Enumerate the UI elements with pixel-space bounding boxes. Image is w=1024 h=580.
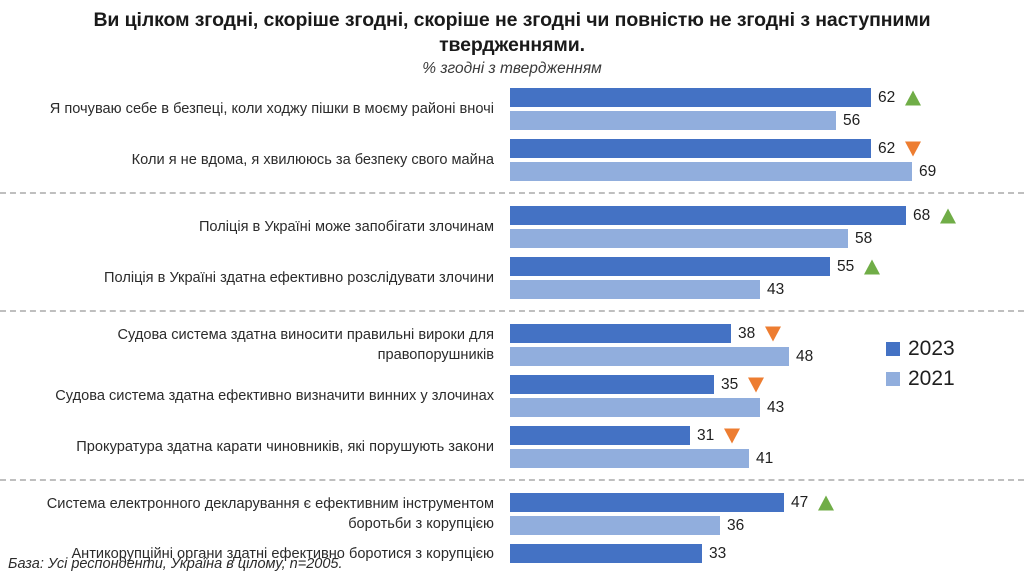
legend-label: 2023 (908, 337, 955, 360)
bar-2021[interactable] (510, 280, 760, 299)
row-category-label: Я почуваю себе в безпеці, коли ходжу піш… (49, 101, 494, 117)
legend-item-2023[interactable]: 2023 (886, 334, 955, 364)
chart-row: Поліція в Україні може запобігати злочин… (0, 206, 1024, 248)
chart-row: Антикорупційні органи здатні ефективно б… (0, 544, 1024, 563)
bar-2023[interactable] (510, 139, 871, 158)
legend-swatch-icon (886, 372, 900, 386)
row-category-label: Система електронного декларування є ефек… (46, 496, 494, 532)
chart-row: Я почуваю себе в безпеці, коли ходжу піш… (0, 88, 1024, 130)
increase-triangle-icon (818, 495, 834, 510)
bar-value-label: 43 (767, 280, 785, 298)
bar-value-label: 41 (756, 449, 774, 467)
bar-value-label: 56 (843, 111, 861, 129)
bar-value-label: 62 (878, 139, 896, 157)
bar-value-label: 55 (837, 257, 855, 275)
group-separator (0, 192, 1024, 194)
chart-footnote: База: Усі респонденти, Україна в цілому,… (8, 556, 343, 572)
bar-2021[interactable] (510, 449, 749, 468)
bar-2023[interactable] (510, 257, 830, 276)
bar-value-label: 47 (791, 493, 809, 511)
bar-value-label: 62 (878, 88, 896, 106)
bar-value-label: 38 (738, 324, 756, 342)
bar-2021[interactable] (510, 162, 912, 181)
bar-2021[interactable] (510, 229, 848, 248)
bar-2021[interactable] (510, 111, 836, 130)
bar-2023[interactable] (510, 544, 702, 563)
row-category-label: Поліція в Україні здатна ефективно розсл… (104, 270, 494, 286)
decrease-triangle-icon (748, 377, 764, 392)
bar-2021[interactable] (510, 347, 789, 366)
chart-legend: 2023 2021 (886, 334, 955, 394)
bar-value-label: 43 (767, 398, 785, 416)
bar-value-label: 58 (855, 229, 873, 247)
bar-2023[interactable] (510, 324, 731, 343)
chart-row: Прокуратура здатна карати чиновників, як… (0, 426, 1024, 468)
row-category-label: Коли я не вдома, я хвилююсь за безпеку с… (131, 152, 494, 168)
decrease-triangle-icon (765, 326, 781, 341)
group-separator (0, 310, 1024, 312)
row-category-label: Судова система здатна ефективно визначит… (55, 388, 494, 404)
row-category-label: Поліція в Україні може запобігати злочин… (198, 219, 494, 235)
bar-2023[interactable] (510, 375, 714, 394)
bar-value-label: 69 (919, 162, 937, 180)
bar-value-label: 68 (913, 206, 931, 224)
bar-value-label: 48 (796, 347, 814, 365)
increase-triangle-icon (864, 259, 880, 274)
chart-row: Судова система здатна ефективно визначит… (0, 375, 1024, 417)
decrease-triangle-icon (724, 428, 740, 443)
decrease-triangle-icon (905, 141, 921, 156)
legend-swatch-icon (886, 342, 900, 356)
bar-2021[interactable] (510, 516, 720, 535)
row-category-label: Судова система здатна виносити правильні… (117, 327, 494, 363)
bar-value-label: 31 (697, 426, 715, 444)
bar-2023[interactable] (510, 88, 871, 107)
row-category-label: Антикорупційні органи здатні ефективно б… (71, 546, 494, 562)
bar-2023[interactable] (510, 206, 906, 225)
chart-row: Система електронного декларування є ефек… (0, 493, 1024, 535)
chart-row: Судова система здатна виносити правильні… (0, 324, 1024, 366)
legend-item-2021[interactable]: 2021 (886, 364, 955, 394)
bar-2021[interactable] (510, 398, 760, 417)
chart-row: Поліція в Україні здатна ефективно розсл… (0, 257, 1024, 299)
row-category-label: Прокуратура здатна карати чиновників, як… (76, 439, 494, 455)
chart-row: Коли я не вдома, я хвилююсь за безпеку с… (0, 139, 1024, 181)
chart-plot-area: Я почуваю себе в безпеці, коли ходжу піш… (0, 84, 1024, 563)
bar-value-label: 35 (721, 375, 739, 393)
legend-label: 2021 (908, 367, 955, 390)
bar-2023[interactable] (510, 493, 784, 512)
increase-triangle-icon (905, 90, 921, 105)
chart-subtitle: % згодні з твердженням (422, 60, 602, 77)
bar-value-label: 33 (709, 544, 727, 562)
page-title: Ви цілком згодні, скоріше згодні, скоріш… (93, 9, 931, 56)
group-separator (0, 479, 1024, 481)
increase-triangle-icon (940, 208, 956, 223)
bar-value-label: 36 (727, 516, 745, 534)
bar-2023[interactable] (510, 426, 690, 445)
